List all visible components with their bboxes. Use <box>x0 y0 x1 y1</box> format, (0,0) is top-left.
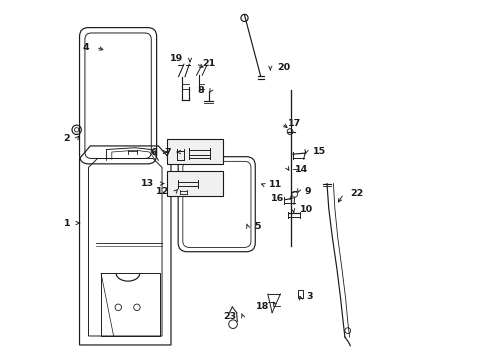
Text: 21: 21 <box>202 59 215 68</box>
Text: 10: 10 <box>299 205 312 214</box>
Text: 14: 14 <box>294 165 307 174</box>
Text: 15: 15 <box>312 147 325 156</box>
Bar <box>297 291 302 298</box>
Text: 22: 22 <box>349 189 363 198</box>
Text: 2: 2 <box>63 134 70 143</box>
Text: 4: 4 <box>83 43 89 52</box>
Text: 9: 9 <box>304 187 311 196</box>
Text: 18: 18 <box>256 302 269 311</box>
Text: 3: 3 <box>306 292 312 301</box>
Text: 8: 8 <box>197 86 204 95</box>
Bar <box>167 171 223 196</box>
Text: 19: 19 <box>170 54 183 63</box>
Text: 13: 13 <box>141 179 154 188</box>
Text: 11: 11 <box>268 180 282 189</box>
Text: 7: 7 <box>164 148 171 157</box>
Text: 6: 6 <box>150 148 157 157</box>
Text: 20: 20 <box>276 63 289 72</box>
Text: 17: 17 <box>287 119 301 128</box>
Bar <box>167 139 223 164</box>
Text: 5: 5 <box>254 222 260 231</box>
Text: 16: 16 <box>270 194 284 203</box>
Text: 1: 1 <box>63 219 70 228</box>
Text: 23: 23 <box>223 312 236 321</box>
Text: 12: 12 <box>156 187 169 196</box>
